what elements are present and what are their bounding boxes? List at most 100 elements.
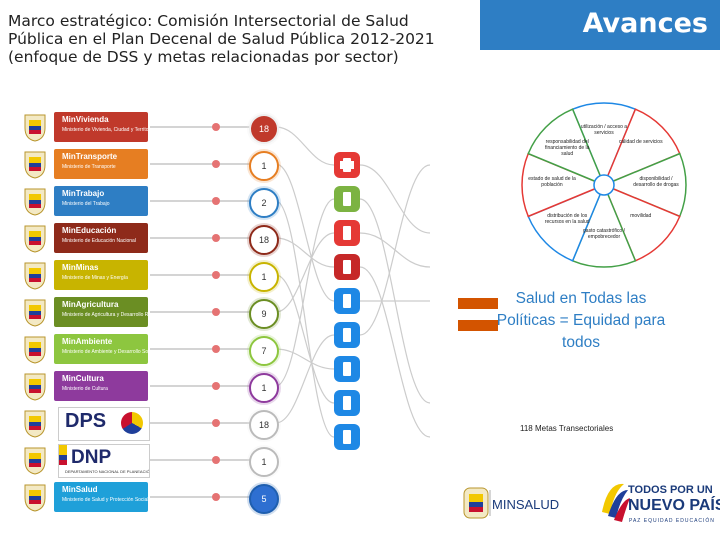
icon-glyph [343,396,351,410]
wheel-segment [571,102,637,187]
icon-glyph [343,226,351,240]
sector-goal-count: 7 [249,336,279,366]
ministry-logo-minambiente: MinAmbiente Ministerio de Ambiente y Desa… [54,334,148,364]
icon-glyph [343,192,351,206]
colombia-shield-icon [24,151,46,179]
connector-dot [212,419,220,427]
slogan-text: Salud en Todas las Políticas = Equidad p… [496,290,666,351]
sector-link [359,164,431,234]
ministry-subtitle: DEPARTAMENTO NACIONAL DE PLANEACIÓN [65,469,150,474]
ministry-subtitle: Ministerio de Educación Nacional [62,238,136,244]
wheel-segment-label: distribución de los recursos en la salud [544,212,590,225]
sector-goal-count: 1 [249,151,279,181]
title-line-2: Pública en el Plan Decenal de Salud Públ… [8,30,435,48]
wheel-segment [571,183,637,268]
connector-dot [212,197,220,205]
wheel-center [593,174,615,196]
connector-dot [212,382,220,390]
icon-glyph [343,328,351,342]
wheel-segment-label: gasto catastrófico / empobrecedor [583,228,625,240]
sector-goal-count: 18 [249,114,279,144]
metas-text: 118 Metas Transectoriales [520,424,614,433]
colombia-shield-icon [24,336,46,364]
connector-dot [212,234,220,242]
wheel-segment-label: estado de salud de la población [528,176,576,188]
equal-sign-bottom [458,320,498,331]
icon-glyph [343,260,351,274]
wheel-segment [527,183,606,262]
wheel-segment [602,108,681,187]
sector-goal-count: 18 [249,225,279,255]
home-icon [334,254,360,280]
icon-glyph [343,362,351,376]
sector-goal-count: 2 [249,188,279,218]
wheel-segment-label: responsabilidad del financiamiento de la… [544,139,590,158]
ministry-logo-minminas: MinMinas Ministerio de Minas y Energía [54,260,148,290]
sector-goal-count: 1 [249,373,279,403]
ministry-logo-minagricultura: MinAgricultura Ministerio de Agricultura … [54,297,148,327]
connector-dot [212,123,220,131]
ministry-subtitle: Ministerio de Transporte [62,164,116,170]
ministry-logo-mincultura: MinCultura Ministerio de Cultura [54,371,148,401]
wheel-segment [602,152,687,218]
hand-icon [334,220,360,246]
sector-goal-count: 1 [249,262,279,292]
sector-goal-count: 5 [249,484,279,514]
sector-link [275,334,335,424]
ministry-logo-dnp: DNP DEPARTAMENTO NACIONAL DE PLANEACIÓN [58,444,150,478]
minsalud-label: MINSALUD [492,497,560,512]
sector-goal-count: 18 [249,410,279,440]
colombia-shield-icon [24,484,46,512]
arrow-left-icon [334,390,360,416]
ministry-subtitle: Ministerio de Minas y Energía [62,275,128,281]
connector-dot [212,271,220,279]
equal-sign-top [458,298,498,309]
wheel-segment-label: movilidad [630,212,652,219]
ministry-name: MinAgricultura [62,300,119,309]
wheel-segment-label: calidad de servicios [618,139,663,146]
sector-link [275,237,335,268]
flag-stripe [59,445,67,465]
todos-line-2: NUEVO PAÍS [628,497,720,514]
ministry-subtitle: Ministerio de Agricultura y Desarrollo R… [62,312,148,318]
wheel-segment-label: disponibilidad / desarrollo de drogas [633,176,679,188]
ministry-name: MinCultura [62,374,104,383]
person-run-icon [334,322,360,348]
title-line-3: (enfoque de DSS y metas relacionadas por… [8,48,399,66]
ministry-logo-mintrabajo: MinTrabajo Ministerio del Trabajo [54,186,148,216]
todos-line-1: TODOS POR UN [628,484,713,496]
connector-dot [212,308,220,316]
colombia-shield-icon [24,188,46,216]
ministry-logo-mintransporte: MinTransporte Ministerio de Transporte [54,149,148,179]
ministry-logo-minvivienda: MinVivienda Ministerio de Vivienda, Ciuda… [54,112,148,142]
sector-goal-count: 1 [249,447,279,477]
ministry-name: MinEducación [62,226,117,235]
ministry-name: MinMinas [62,263,99,272]
colombia-shield-icon [24,299,46,327]
avances-header: Avances [480,0,720,50]
wheel-segment [521,152,606,218]
slide-title: Marco estratégico: Comisión Intersectori… [8,12,458,66]
ministry-name: MinTransporte [62,152,118,161]
sector-link [275,274,335,404]
sector-link [275,163,335,302]
colombia-shield-icon [24,373,46,401]
ministry-subtitle: Ministerio de Cultura [62,386,108,392]
ministry-name: MinSalud [62,485,98,494]
ministry-subtitle: Ministerio del Trabajo [62,201,110,207]
icon-glyph [343,294,351,308]
icon-glyph [340,158,354,172]
colombia-shield-icon [24,225,46,253]
colombia-shield-icon [24,262,46,290]
icon-glyph [343,430,351,444]
ministry-logo-dps: DPS [58,407,150,441]
health-cross-icon [334,152,360,178]
avances-label: Avances [582,8,708,39]
ministry-name: MinVivienda [62,115,109,124]
connector-dot [212,345,220,353]
todos-line-3: PAZ EQUIDAD EDUCACIÓN [629,518,715,524]
sector-link [275,126,335,166]
ministry-name: DPS [65,410,107,432]
ministry-subtitle: Ministerio de Salud y Protección Social [62,497,148,503]
